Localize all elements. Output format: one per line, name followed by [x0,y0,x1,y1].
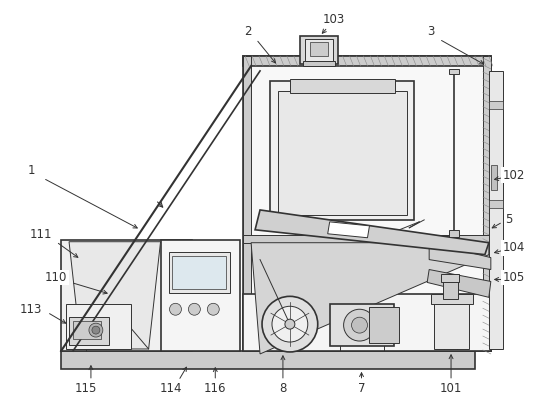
Circle shape [89,323,103,337]
Bar [173,256,226,289]
Bar [168,251,230,293]
Text: 101: 101 [440,382,462,395]
Bar [489,101,503,109]
Polygon shape [427,270,491,297]
Bar [449,230,459,237]
Bar [489,200,503,208]
Bar [61,240,192,351]
Bar [449,69,459,74]
Bar [434,299,469,349]
Text: 7: 7 [358,382,365,395]
Bar [290,79,396,93]
Bar [270,81,414,220]
Bar [243,56,491,351]
Text: 114: 114 [159,382,182,395]
Bar [61,351,475,369]
Bar [330,304,394,346]
Text: 110: 110 [45,271,68,284]
Text: 2: 2 [244,25,252,38]
Polygon shape [429,243,491,270]
Text: 102: 102 [503,169,525,182]
Bar [443,279,458,299]
Bar [303,61,334,66]
Circle shape [272,306,308,342]
Bar [66,304,131,349]
Bar [243,56,251,351]
Circle shape [352,317,368,333]
Bar [278,91,407,215]
Bar [161,240,240,351]
Bar [431,294,473,304]
Bar [300,36,338,64]
Text: 111: 111 [30,228,53,241]
Text: 116: 116 [204,382,227,395]
Polygon shape [251,243,489,354]
Circle shape [285,319,295,329]
Bar [305,39,333,61]
Bar [441,274,459,283]
Circle shape [207,303,219,315]
Text: 8: 8 [279,382,287,395]
Circle shape [189,303,200,315]
Bar [489,71,503,349]
Circle shape [344,309,375,341]
Text: 105: 105 [503,271,525,284]
Text: 115: 115 [75,382,97,395]
Circle shape [262,296,318,352]
Bar [491,165,497,190]
Text: 3: 3 [428,25,435,38]
Text: 103: 103 [323,13,345,26]
Bar [310,42,327,56]
Polygon shape [327,222,369,238]
Circle shape [92,326,100,334]
Bar [369,307,399,343]
Bar [69,317,109,345]
Text: 5: 5 [505,213,512,226]
Text: 1: 1 [27,164,35,177]
Bar [73,321,101,339]
Text: 104: 104 [503,241,525,254]
Polygon shape [69,242,161,349]
Bar [243,235,491,243]
Bar [483,56,491,351]
Circle shape [169,303,182,315]
Bar [243,56,491,66]
Bar [243,294,491,351]
Text: 113: 113 [20,303,42,316]
Polygon shape [255,210,489,255]
